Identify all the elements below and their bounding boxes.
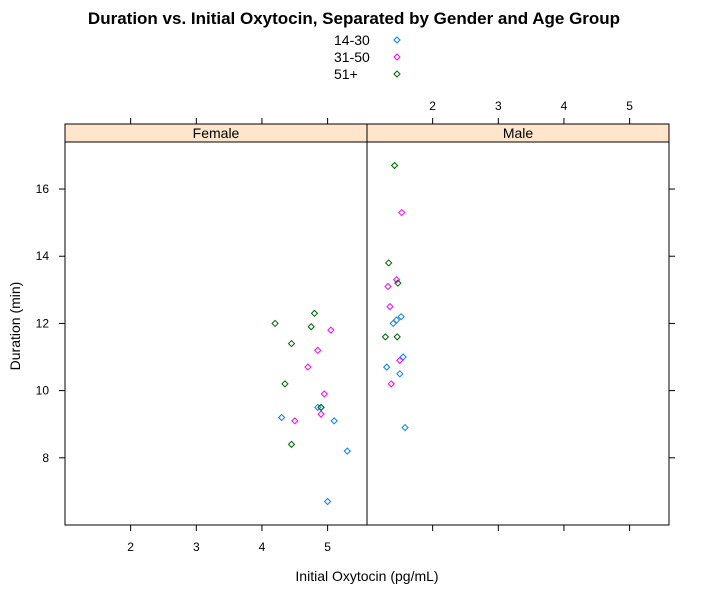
data-point xyxy=(287,440,296,449)
data-point xyxy=(393,333,401,341)
data-point xyxy=(401,423,409,432)
legend-label: 31-50 xyxy=(334,49,370,65)
x-tick-label: 5 xyxy=(626,99,633,113)
data-point xyxy=(381,333,390,341)
x-axis-label: Initial Oxytocin (pg/mL) xyxy=(295,568,438,584)
data-point xyxy=(317,403,325,412)
data-point xyxy=(384,259,393,267)
panel-female xyxy=(64,141,368,526)
data-point xyxy=(396,370,404,378)
legend-marker xyxy=(393,36,401,44)
x-tick-label: 5 xyxy=(324,540,331,554)
data-point xyxy=(394,279,402,287)
x-tick-label: 3 xyxy=(495,99,502,113)
strip-label: Female xyxy=(193,125,240,141)
x-tick-label: 2 xyxy=(127,540,134,554)
legend-marker xyxy=(393,70,401,78)
data-point xyxy=(382,363,391,371)
data-point xyxy=(314,403,322,412)
data-point xyxy=(396,356,404,365)
legend-label: 51+ xyxy=(334,66,358,82)
data-point xyxy=(384,282,392,291)
data-point xyxy=(392,276,401,284)
strip-label: Male xyxy=(503,125,534,141)
data-point xyxy=(397,312,405,321)
data-point xyxy=(307,323,315,331)
data-point xyxy=(323,497,332,506)
y-tick-label: 10 xyxy=(36,384,50,398)
data-point xyxy=(291,417,299,425)
legend-label: 14-30 xyxy=(334,32,370,48)
data-point xyxy=(390,161,399,170)
legend-marker xyxy=(393,53,401,61)
data-point xyxy=(287,339,296,348)
data-point xyxy=(281,380,289,388)
data-point xyxy=(327,326,335,334)
y-tick-label: 14 xyxy=(36,249,50,263)
y-tick-label: 12 xyxy=(36,316,50,330)
data-point xyxy=(314,346,322,355)
data-point xyxy=(271,319,279,328)
data-point xyxy=(392,316,401,324)
panel-male xyxy=(366,141,670,526)
x-tick-label: 4 xyxy=(561,99,568,113)
data-point xyxy=(398,208,406,217)
x-tick-label: 4 xyxy=(259,540,266,554)
x-tick-label: 3 xyxy=(193,540,200,554)
data-point xyxy=(330,417,338,425)
data-point xyxy=(387,380,395,388)
data-point xyxy=(320,390,329,398)
data-point xyxy=(310,309,319,318)
y-axis-label: Duration (min) xyxy=(7,282,23,371)
data-point xyxy=(343,447,352,455)
y-tick-label: 16 xyxy=(36,182,50,196)
data-point xyxy=(304,363,312,371)
panels: Female Male xyxy=(64,123,670,526)
chart-title: Duration vs. Initial Oxytocin, Separated… xyxy=(88,9,620,28)
data-point xyxy=(277,413,286,422)
y-tick-label: 8 xyxy=(42,451,49,465)
x-tick-label: 2 xyxy=(429,99,436,113)
axes: 2 2 3 3 4 4 5 5 8 10 12 14 16 xyxy=(36,99,675,554)
data-point xyxy=(386,302,394,311)
data-point xyxy=(317,410,325,418)
